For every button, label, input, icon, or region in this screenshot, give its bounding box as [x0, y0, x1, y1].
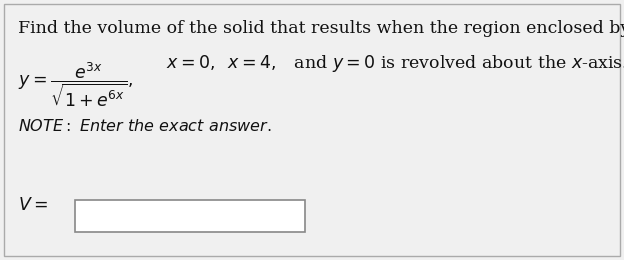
- Text: $y = \dfrac{e^{3x}}{\sqrt{1+e^{6x}}},$: $y = \dfrac{e^{3x}}{\sqrt{1+e^{6x}}},$: [18, 60, 134, 109]
- Text: $\mathit{NOTE:\ Enter\ the\ exact\ answer.}$: $\mathit{NOTE:\ Enter\ the\ exact\ answe…: [18, 118, 271, 135]
- Text: $V =$: $V =$: [18, 197, 48, 213]
- Text: Find the volume of the solid that results when the region enclosed by: Find the volume of the solid that result…: [18, 20, 624, 37]
- FancyBboxPatch shape: [75, 200, 305, 232]
- Text: $x = 0,\;\; x = 4,\;\;$ and $y = 0$ is revolved about the $x$-axis.: $x = 0,\;\; x = 4,\;\;$ and $y = 0$ is r…: [166, 53, 624, 74]
- FancyBboxPatch shape: [4, 4, 620, 256]
